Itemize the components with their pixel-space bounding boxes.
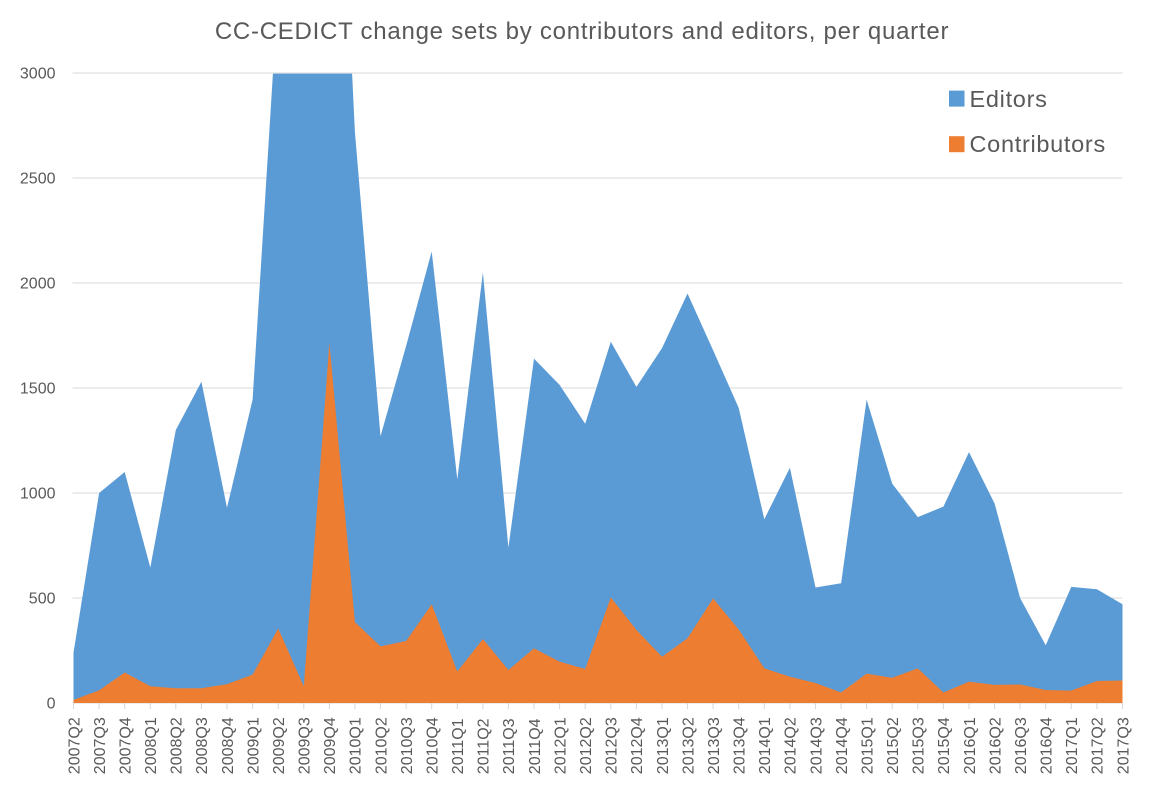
svg-text:500: 500	[29, 591, 56, 608]
svg-text:2012Q2: 2012Q2	[578, 717, 595, 774]
svg-text:2007Q2: 2007Q2	[66, 717, 83, 774]
svg-text:2016Q1: 2016Q1	[962, 717, 979, 774]
svg-text:Editors: Editors	[970, 86, 1048, 112]
svg-text:2007Q4: 2007Q4	[118, 717, 135, 774]
svg-text:2016Q2: 2016Q2	[987, 717, 1004, 774]
svg-text:2010Q1: 2010Q1	[348, 717, 365, 774]
svg-text:2011Q3: 2011Q3	[501, 718, 518, 774]
svg-text:2014Q2: 2014Q2	[783, 717, 800, 774]
svg-text:2015Q2: 2015Q2	[885, 717, 902, 774]
svg-text:2011Q1: 2011Q1	[450, 718, 467, 774]
svg-text:1500: 1500	[20, 381, 56, 398]
svg-text:2009Q3: 2009Q3	[297, 717, 314, 774]
svg-text:2009Q1: 2009Q1	[245, 717, 262, 774]
svg-text:2016Q4: 2016Q4	[1039, 717, 1056, 774]
svg-text:2012Q1: 2012Q1	[552, 717, 569, 774]
svg-text:Contributors: Contributors	[970, 131, 1106, 157]
svg-text:2017Q1: 2017Q1	[1064, 717, 1081, 774]
svg-text:2011Q4: 2011Q4	[527, 718, 544, 774]
svg-text:2000: 2000	[20, 276, 56, 293]
svg-text:2011Q2: 2011Q2	[476, 718, 493, 774]
svg-text:2012Q3: 2012Q3	[604, 717, 621, 774]
svg-text:2009Q4: 2009Q4	[322, 717, 339, 774]
svg-text:2008Q1: 2008Q1	[143, 717, 160, 774]
svg-text:2010Q2: 2010Q2	[373, 717, 390, 774]
svg-text:2008Q2: 2008Q2	[169, 717, 186, 774]
svg-text:2010Q4: 2010Q4	[425, 717, 442, 774]
svg-text:1000: 1000	[20, 486, 56, 503]
svg-text:2500: 2500	[20, 171, 56, 188]
svg-text:2015Q3: 2015Q3	[911, 717, 928, 774]
svg-text:2013Q3: 2013Q3	[706, 717, 723, 774]
svg-text:2015Q1: 2015Q1	[859, 717, 876, 774]
svg-text:2013Q2: 2013Q2	[680, 717, 697, 774]
svg-text:2013Q4: 2013Q4	[732, 717, 749, 774]
svg-text:2017Q3: 2017Q3	[1115, 717, 1132, 774]
svg-text:2017Q2: 2017Q2	[1090, 717, 1107, 774]
svg-text:2012Q4: 2012Q4	[629, 717, 646, 774]
svg-text:2014Q4: 2014Q4	[834, 717, 851, 774]
svg-text:2013Q1: 2013Q1	[655, 717, 672, 774]
svg-text:CC-CEDICT change sets by contr: CC-CEDICT change sets by contributors an…	[215, 18, 949, 45]
svg-text:2015Q4: 2015Q4	[936, 717, 953, 774]
svg-text:2008Q4: 2008Q4	[220, 717, 237, 774]
svg-text:3000: 3000	[20, 66, 56, 83]
svg-text:2014Q3: 2014Q3	[808, 717, 825, 774]
svg-text:0: 0	[47, 696, 56, 713]
svg-text:2010Q3: 2010Q3	[399, 717, 416, 774]
svg-text:2007Q3: 2007Q3	[92, 717, 109, 774]
svg-text:2014Q1: 2014Q1	[757, 717, 774, 774]
svg-text:2008Q3: 2008Q3	[194, 717, 211, 774]
svg-text:2016Q3: 2016Q3	[1013, 717, 1030, 774]
svg-text:2009Q2: 2009Q2	[271, 717, 288, 774]
